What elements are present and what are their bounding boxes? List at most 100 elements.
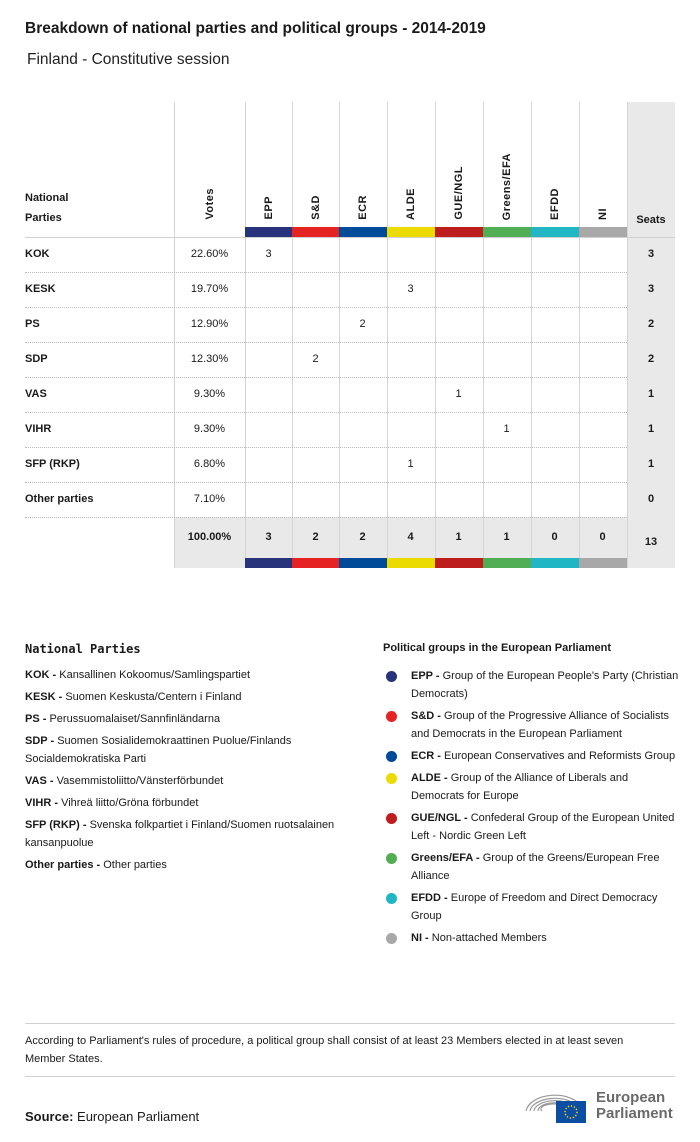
- group-header: NI: [597, 208, 609, 220]
- seat-cell: [531, 377, 578, 412]
- row-divider: [25, 412, 627, 413]
- seats-cell: 3: [647, 283, 655, 295]
- national-party-legend-item: KESK - Suomen Keskusta/Centern i Finland: [25, 691, 242, 703]
- group-legend-item: GUE/NGL - Confederal Group of the Europe…: [383, 809, 683, 845]
- seat-cell: [339, 342, 386, 377]
- seat-cell: [387, 342, 434, 377]
- seat-cell: [339, 272, 386, 307]
- seat-cell: [339, 447, 386, 482]
- seat-cell: [245, 377, 292, 412]
- group-header: Greens/EFA: [501, 152, 513, 220]
- source: Source: European Parliament: [25, 1109, 199, 1124]
- group-color-bar: [292, 227, 340, 237]
- seat-cell: [483, 482, 530, 517]
- seat-cell: [579, 447, 626, 482]
- total-group-seats: 4: [407, 531, 414, 543]
- group-color-dot-icon: [386, 773, 397, 784]
- column-divider: [627, 102, 628, 568]
- group-color-bar: [387, 558, 435, 568]
- seat-cell: 1: [407, 458, 414, 470]
- seat-cell: [435, 447, 482, 482]
- group-color-bar: [435, 558, 483, 568]
- seat-cell: [531, 237, 578, 272]
- total-group-seats: 0: [599, 531, 606, 543]
- total-group-seats: 1: [503, 531, 510, 543]
- group-legend-item: ECR - European Conservatives and Reformi…: [383, 747, 683, 765]
- group-color-bar: [483, 227, 531, 237]
- groups-legend-title: Political groups in the European Parliam…: [383, 642, 611, 654]
- seat-cell: 1: [455, 388, 462, 400]
- group-color-bar: [245, 227, 293, 237]
- group-color-bar: [292, 558, 340, 568]
- seat-cell: [579, 412, 626, 447]
- row-divider: [25, 377, 627, 378]
- groups-legend: Political groups in the European Parliam…: [383, 642, 683, 951]
- seat-cell: [292, 412, 339, 447]
- group-color-bar: [339, 558, 387, 568]
- group-legend-item: S&D - Group of the Progressive Alliance …: [383, 707, 683, 743]
- seat-cell: [483, 272, 530, 307]
- seats-cell: 1: [647, 458, 655, 470]
- seat-cell: [387, 412, 434, 447]
- group-legend-item: EFDD - Europe of Freedom and Direct Demo…: [383, 889, 683, 925]
- column-divider: [483, 102, 484, 568]
- seat-cell: [483, 377, 530, 412]
- seat-cell: [435, 307, 482, 342]
- group-header: ECR: [357, 195, 369, 220]
- page-title: Breakdown of national parties and politi…: [25, 20, 486, 37]
- seat-cell: [387, 237, 434, 272]
- seat-cell: [483, 307, 530, 342]
- party-name: KESK: [25, 283, 56, 295]
- group-color-bar: [483, 558, 531, 568]
- seat-cell: [245, 307, 292, 342]
- column-divider: [339, 102, 340, 568]
- column-divider: [531, 102, 532, 568]
- seat-cell: [245, 342, 292, 377]
- votes-cell: 7.10%: [193, 493, 226, 505]
- group-color-dot-icon: [386, 813, 397, 824]
- seat-cell: [531, 447, 578, 482]
- seat-cell: [387, 377, 434, 412]
- votes-header: Votes: [203, 188, 216, 220]
- party-name: SDP: [25, 353, 48, 365]
- group-color-dot-icon: [386, 751, 397, 762]
- seat-cell: [531, 412, 578, 447]
- group-color-bar: [579, 558, 627, 568]
- seat-cell: [579, 237, 626, 272]
- group-color-dot-icon: [386, 853, 397, 864]
- seat-cell: [483, 342, 530, 377]
- group-color-dot-icon: [386, 711, 397, 722]
- party-name: VAS: [25, 388, 47, 400]
- group-legend-item: EPP - Group of the European People's Par…: [383, 667, 683, 703]
- total-group-seats: 1: [455, 531, 462, 543]
- national-party-legend-item: Other parties - Other parties: [25, 859, 167, 871]
- votes-cell: 9.30%: [193, 423, 226, 435]
- seat-cell: [579, 307, 626, 342]
- votes-cell: 9.30%: [193, 388, 226, 400]
- row-divider: [25, 447, 627, 448]
- group-legend-item: NI - Non-attached Members: [383, 929, 683, 947]
- seat-cell: 2: [359, 318, 366, 330]
- seat-cell: [531, 307, 578, 342]
- total-group-seats: 0: [551, 531, 558, 543]
- seat-cell: 2: [312, 353, 319, 365]
- source-label: Source:: [25, 1109, 74, 1124]
- seat-cell: [292, 237, 339, 272]
- group-header: ALDE: [405, 188, 417, 220]
- votes-cell: 12.30%: [190, 353, 229, 365]
- row-divider: [25, 482, 627, 483]
- group-header: EFDD: [549, 188, 561, 220]
- votes-cell: 6.80%: [193, 458, 226, 470]
- total-votes: 100.00%: [187, 531, 232, 543]
- group-color-dot-icon: [386, 893, 397, 904]
- total-group-seats: 2: [359, 531, 366, 543]
- seat-cell: [435, 482, 482, 517]
- divider: [25, 1023, 675, 1024]
- total-group-seats: 3: [265, 531, 272, 543]
- row-divider: [25, 517, 627, 518]
- source-value: European Parliament: [77, 1109, 200, 1124]
- group-color-bar: [435, 227, 483, 237]
- group-color-bar: [387, 227, 435, 237]
- national-party-legend-item: SDP - Suomen Sosialidemokraattinen Puolu…: [25, 735, 292, 765]
- seat-cell: [435, 342, 482, 377]
